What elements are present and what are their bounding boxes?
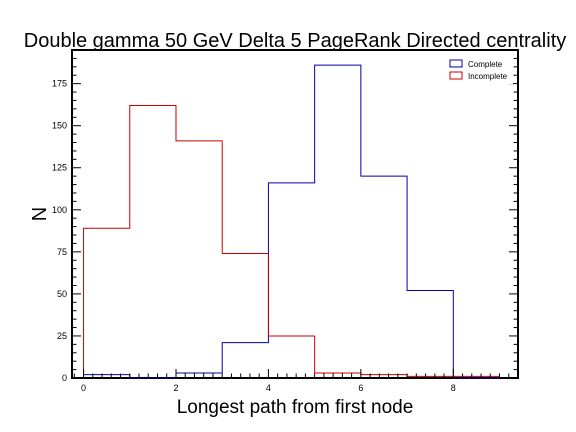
y-axis-label: N — [29, 207, 51, 221]
plot-frame — [71, 49, 519, 379]
x-tick-label: 0 — [81, 383, 86, 393]
x-tick-label: 2 — [173, 383, 178, 393]
legend: Complete Incomplete — [441, 56, 513, 84]
legend-swatch-complete — [449, 59, 463, 68]
y-tick-label: 75 — [57, 247, 67, 257]
y-tick-label: 175 — [52, 79, 67, 89]
legend-label-complete: Complete — [468, 60, 503, 69]
legend-swatch-incomplete — [449, 71, 463, 80]
x-axis-label: Longest path from first node — [177, 397, 414, 418]
y-tick-label: 150 — [52, 121, 67, 131]
x-tick-label: 6 — [358, 383, 363, 393]
legend-label-incomplete: Incomplete — [468, 72, 508, 81]
series-incomplete-outline — [83, 105, 501, 378]
chart-title: Double gamma 50 GeV Delta 5 PageRank Dir… — [24, 30, 567, 52]
y-axis: 0 25 50 75 100 125 150 175 — [52, 49, 518, 383]
x-tick-label: 4 — [266, 383, 271, 393]
x-axis: 0 2 4 6 8 — [73, 369, 519, 393]
series-layer — [83, 64, 501, 379]
y-tick-label: 50 — [57, 289, 67, 299]
y-tick-label: 100 — [52, 205, 67, 215]
x-tick-label: 8 — [451, 383, 456, 393]
series-complete-outline — [83, 64, 500, 379]
y-tick-label: 0 — [62, 373, 67, 383]
y-tick-label: 125 — [52, 163, 67, 173]
y-tick-label: 25 — [57, 331, 67, 341]
